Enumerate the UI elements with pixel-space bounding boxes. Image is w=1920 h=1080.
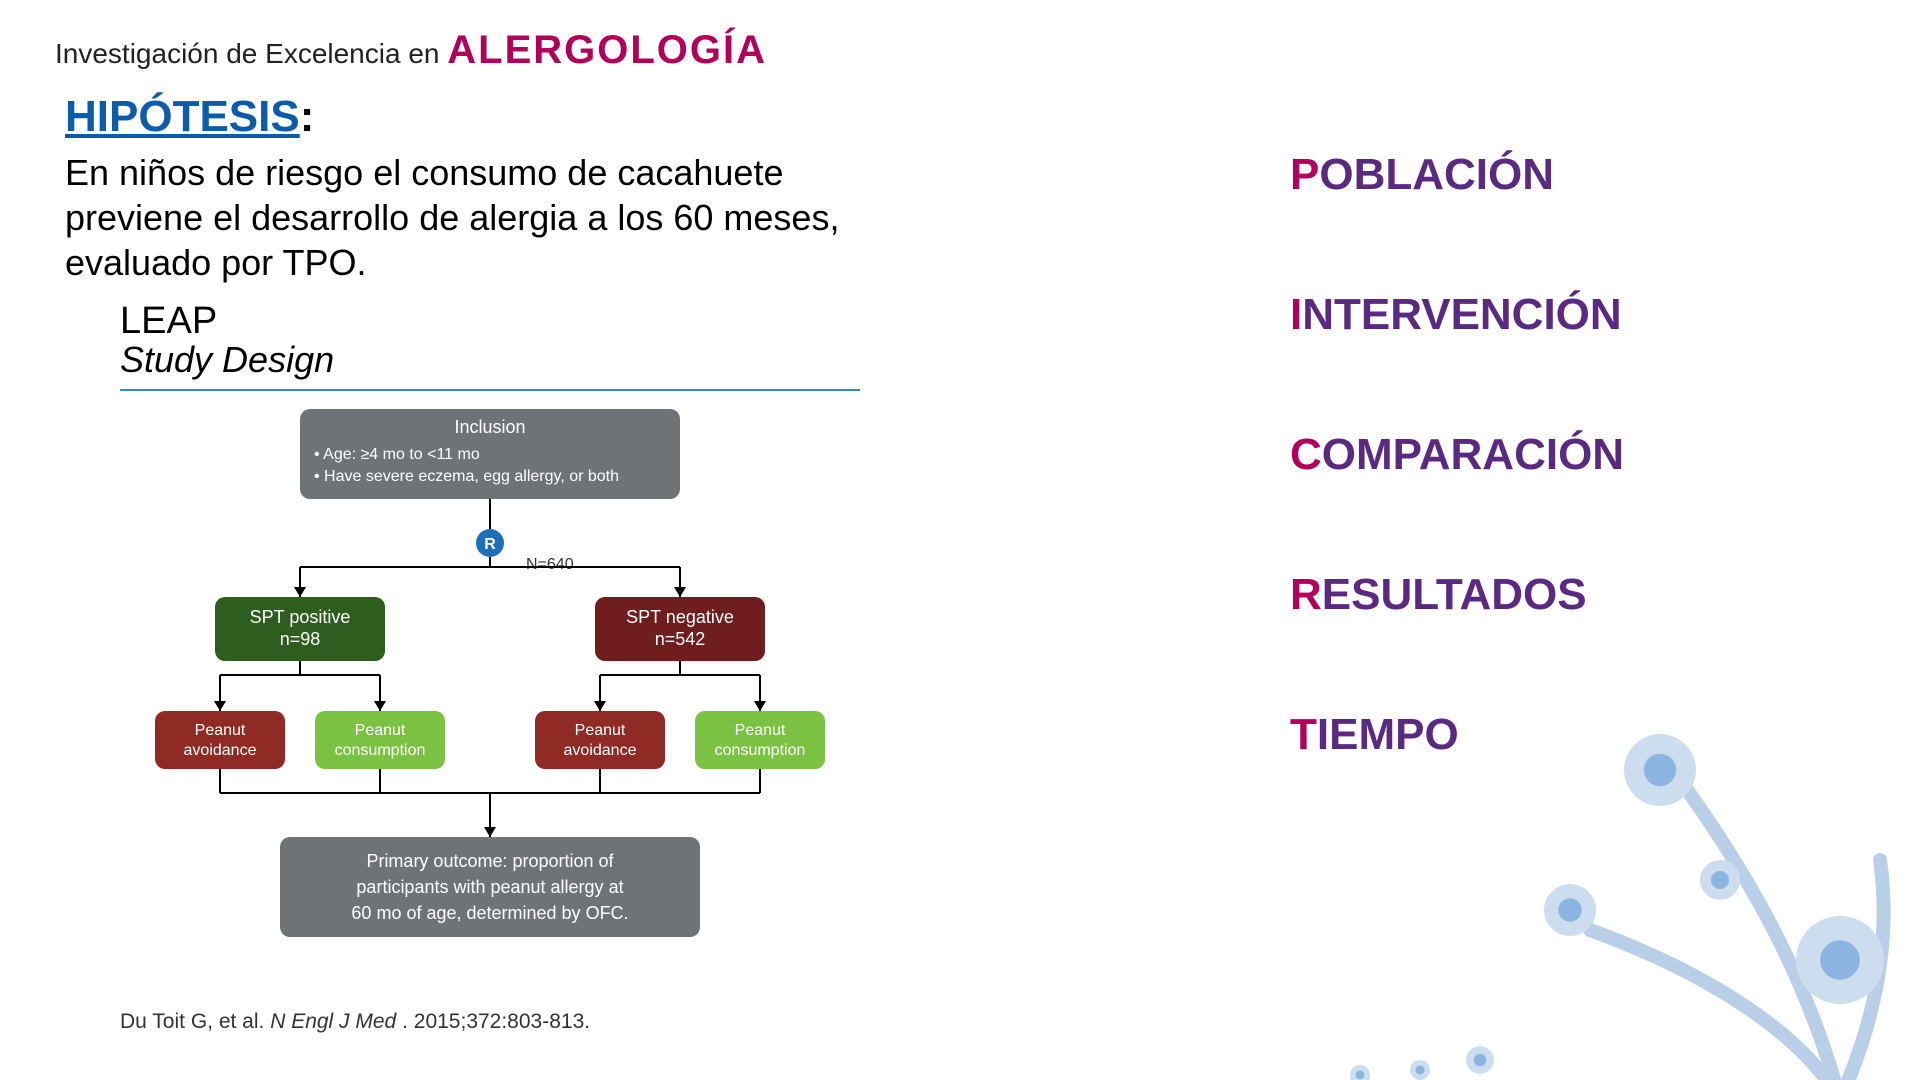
leap-subtitle: Study Design (120, 339, 860, 381)
svg-text:participants with peanut aller: participants with peanut allergy at (356, 877, 623, 897)
citation-pre: Du Toit G, et al. (120, 1010, 270, 1033)
hypothesis-body: En niños de riesgo el consumo de cacahue… (65, 150, 865, 285)
leap-flowchart-svg: Inclusion • Age: ≥4 mo to <11 mo • Have se… (120, 409, 860, 969)
pico-first-letter: R (1290, 570, 1322, 619)
header-pre: Investigación de Excelencia en (55, 38, 447, 69)
svg-text:Peanut: Peanut (355, 722, 406, 739)
hypothesis-title: HIPÓTESIS: (65, 92, 314, 142)
pico-first-letter: C (1290, 430, 1322, 479)
svg-text:Peanut: Peanut (735, 722, 786, 739)
svg-text:Inclusion: Inclusion (454, 417, 525, 437)
pico-row: POBLACIÓN (1290, 150, 1850, 200)
svg-text:60 mo of age, determined by OF: 60 mo of age, determined by OFC. (351, 903, 628, 923)
hypothesis-colon: : (300, 92, 315, 141)
svg-text:consumption: consumption (335, 742, 426, 759)
pico-rest: OBLACIÓN (1319, 150, 1554, 199)
hypothesis-label: HIPÓTESIS (65, 92, 300, 141)
pico-list: POBLACIÓN INTERVENCIÓN COMPARACIÓN RESULTAD… (1290, 150, 1850, 760)
slide-header: Investigación de Excelencia en ALERGOLOG… (55, 28, 767, 73)
svg-text:Peanut: Peanut (195, 722, 246, 739)
pico-rest: NTERVENCIÓN (1302, 290, 1621, 339)
header-big: ALERGOLOGÍA (447, 28, 767, 72)
svg-text:consumption: consumption (715, 742, 806, 759)
svg-text:avoidance: avoidance (564, 742, 637, 759)
svg-text:SPT positive: SPT positive (250, 607, 351, 627)
pico-row: RESULTADOS (1290, 570, 1850, 620)
pico-first-letter: T (1290, 710, 1317, 759)
svg-text:R: R (484, 536, 496, 553)
leap-title: LEAP (120, 300, 860, 343)
citation-post: . 2015;372:803-813. (402, 1010, 590, 1033)
svg-text:N=640: N=640 (526, 556, 574, 573)
svg-text:n=542: n=542 (655, 629, 706, 649)
pico-rest: OMPARACIÓN (1322, 430, 1624, 479)
citation-journal: N Engl J Med (270, 1010, 396, 1033)
pico-first-letter: I (1290, 290, 1302, 339)
leap-diagram: LEAP Study Design Inclusion • Age: ≥4 mo … (120, 300, 860, 969)
svg-text:Peanut: Peanut (575, 722, 626, 739)
svg-text:• Have severe eczema, egg all: • Have severe eczema, egg allergy, or bo… (314, 468, 619, 485)
pico-first-letter: P (1290, 150, 1319, 199)
pico-rest: IEMPO (1317, 710, 1459, 759)
pico-rest: ESULTADOS (1322, 570, 1587, 619)
leap-rule (120, 389, 860, 391)
pico-row: INTERVENCIÓN (1290, 290, 1850, 340)
svg-text:avoidance: avoidance (184, 742, 257, 759)
pico-row: COMPARACIÓN (1290, 430, 1850, 480)
svg-text:SPT negative: SPT negative (626, 607, 734, 627)
pico-row: TIEMPO (1290, 710, 1850, 760)
citation: Du Toit G, et al. N Engl J Med . 2015;37… (120, 1010, 590, 1034)
svg-text:Primary outcome: proportion of: Primary outcome: proportion of (366, 851, 614, 871)
svg-text:n=98: n=98 (280, 629, 321, 649)
svg-text:• Age: ≥4 mo to <11 mo: • Age: ≥4 mo to <11 mo (314, 446, 480, 463)
